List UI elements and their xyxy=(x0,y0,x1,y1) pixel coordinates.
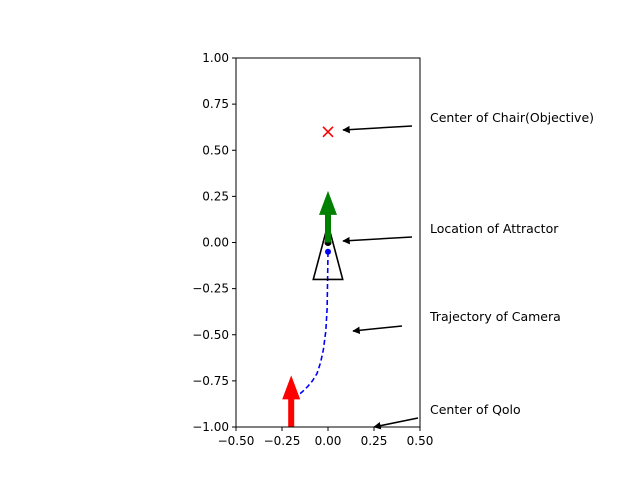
x-tick-label: 0.50 xyxy=(407,434,434,448)
x-tick-label: 0.00 xyxy=(315,434,342,448)
annotation-label: Center of Chair(Objective) xyxy=(430,110,594,125)
annotation-arrow xyxy=(352,325,403,335)
annotation-label: Center of Qolo xyxy=(430,402,521,417)
annotation-arrow xyxy=(342,236,413,245)
y-tick-label: 0.75 xyxy=(202,97,229,111)
y-tick-label: 0.25 xyxy=(202,189,229,203)
y-tick-label: −0.25 xyxy=(192,282,229,296)
annotation-attractor: Location of Attractor xyxy=(342,221,559,245)
camera-triangle xyxy=(312,220,344,281)
y-tick-label: 1.00 xyxy=(202,51,229,65)
y-tick-label: −0.75 xyxy=(192,374,229,388)
annotation-label: Location of Attractor xyxy=(430,221,559,236)
y-tick-label: 0.00 xyxy=(202,236,229,250)
y-axis-ticks: −1.00 −0.75 −0.50 −0.25 0.00 0.25 0.50 0.75 1.00 xyxy=(192,51,236,434)
annotation-label: Trajectory of Camera xyxy=(429,309,561,324)
red-heading-arrow xyxy=(282,375,301,427)
y-tick-label: 0.50 xyxy=(202,143,229,157)
green-heading-arrow xyxy=(319,190,337,243)
annotation-arrow xyxy=(342,125,413,134)
x-axis-ticks: −0.50 −0.25 0.00 0.25 0.50 xyxy=(218,427,434,448)
y-tick-label: −0.50 xyxy=(192,328,229,342)
y-tick-label: −1.00 xyxy=(192,420,229,434)
annotation-arrow xyxy=(373,417,419,430)
annotation-trajectory: Trajectory of Camera xyxy=(352,309,561,335)
x-tick-label: −0.50 xyxy=(218,434,255,448)
trajectory-end-point xyxy=(325,248,331,255)
annotation-objective: Center of Chair(Objective) xyxy=(342,110,594,134)
annotation-qolo: Center of Qolo xyxy=(373,402,521,430)
objective-marker xyxy=(322,126,334,138)
x-tick-label: 0.25 xyxy=(361,434,388,448)
x-tick-label: −0.25 xyxy=(264,434,301,448)
plot-area xyxy=(282,126,344,427)
